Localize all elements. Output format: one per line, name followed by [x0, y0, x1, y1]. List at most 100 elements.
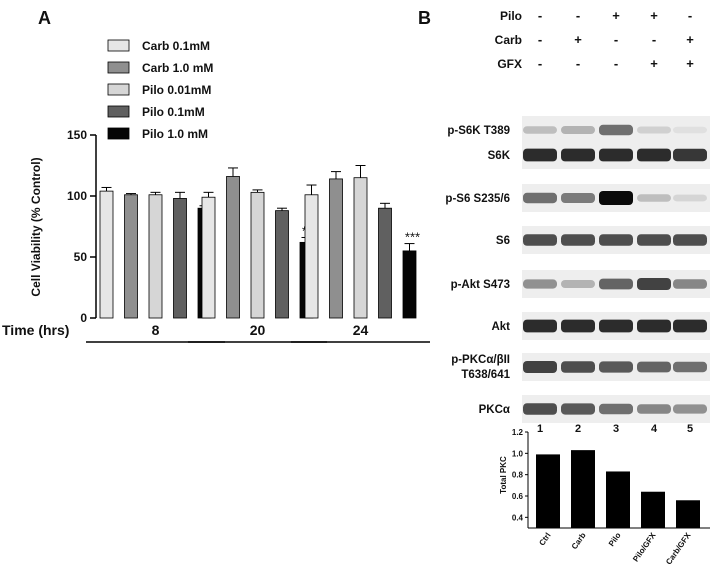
x-tick-label: Ctrl [537, 531, 552, 547]
total-pkc-bar [536, 454, 560, 528]
blot-label: S6 [496, 235, 510, 247]
blot-band [599, 191, 633, 205]
legend-entry: Pilo 0.01mM [142, 83, 211, 97]
y-tick-label: 150 [67, 128, 87, 142]
y-tick-label: 50 [74, 250, 88, 264]
blot-band [673, 361, 707, 373]
y-tick-label: 0 [80, 311, 87, 325]
panel-a-chart: Cell Viability (% Control) Time (hrs) 0 5… [2, 39, 430, 343]
blot-label-line2: T638/641 [461, 369, 510, 381]
legend-swatch [107, 83, 130, 96]
blot-band [523, 361, 557, 373]
blot-band [523, 319, 557, 333]
blot-label: PKCα [479, 404, 510, 416]
treatment-label: Pilo [500, 9, 522, 23]
x-category-label: 8 [152, 322, 160, 338]
blot-band [673, 234, 707, 246]
blot-band [673, 279, 707, 289]
x-category-label: 20 [250, 322, 266, 338]
lane-number: 2 [575, 423, 581, 435]
blot-band [523, 148, 557, 162]
total-pkc-y-axis-label: Total PKC [499, 456, 508, 494]
blot-band [673, 319, 707, 333]
legend-swatch [107, 61, 130, 74]
blot-band [637, 194, 671, 202]
y-tick-label: 0.4 [512, 513, 524, 522]
bar [304, 194, 319, 319]
treatment-sign: + [686, 56, 694, 71]
blot-band [561, 361, 595, 373]
legend-entry: Carb 0.1mM [142, 39, 210, 53]
total-pkc-bar [571, 450, 595, 528]
x-tick-label: Pilo [607, 531, 623, 548]
x-tick-label: Carb/GFX [664, 530, 693, 566]
blot-band [673, 404, 707, 414]
treatment-sign: - [614, 32, 618, 47]
bar [99, 190, 114, 319]
bar [250, 191, 265, 319]
bar [378, 207, 392, 319]
treatment-sign: + [650, 8, 658, 23]
blot-band [637, 234, 671, 246]
treatment-sign: - [538, 8, 542, 23]
treatment-sign: - [576, 8, 580, 23]
total-pkc-bar [676, 500, 700, 528]
y-tick-label: 100 [67, 189, 87, 203]
blot-band [523, 192, 557, 204]
legend-swatch [107, 127, 130, 140]
x-category-label: 24 [353, 322, 369, 338]
blot-band [673, 148, 707, 162]
treatment-sign: + [686, 32, 694, 47]
panel-a-letter: A [38, 8, 51, 28]
treatment-label: Carb [495, 33, 522, 47]
blot-band [561, 319, 595, 333]
bar [124, 194, 138, 319]
blot-label: S6K [488, 150, 511, 162]
panel-b-western-blots: Pilo - - + + - Carb - + - - + GFX - - - + + p-S6K T389 S6K p… [445, 8, 710, 435]
blot-label: Akt [491, 321, 510, 333]
blot-band [599, 124, 633, 136]
blot-label: p-Akt S473 [451, 279, 510, 291]
blot-band [637, 278, 671, 290]
bar [201, 196, 216, 319]
legend-swatch [107, 105, 130, 118]
blot-band [637, 126, 671, 134]
lane-number: 4 [651, 423, 658, 435]
blot-band [673, 126, 707, 134]
treatment-sign: + [650, 56, 658, 71]
treatment-label: GFX [497, 57, 522, 71]
blot-band [561, 148, 595, 162]
bar [329, 178, 343, 319]
treatment-sign: - [538, 56, 542, 71]
blot-label: p-PKCα/βII [451, 354, 510, 366]
legend-swatch [107, 39, 130, 52]
blot-band [523, 279, 557, 289]
y-tick-label: 0.8 [512, 471, 524, 480]
blot-band [599, 234, 633, 246]
blot-band [523, 403, 557, 415]
bar [226, 176, 240, 319]
total-pkc-bar [641, 491, 665, 528]
legend-entry: Pilo 1.0 mM [142, 127, 208, 141]
blot-band [561, 126, 595, 134]
treatment-sign: - [652, 32, 656, 47]
treatment-sign: - [538, 32, 542, 47]
blot-band [673, 194, 707, 202]
time-axis-label: Time (hrs) [2, 322, 69, 338]
blot-band [599, 148, 633, 162]
blot-band [637, 319, 671, 333]
legend-entry: Pilo 0.1mM [142, 105, 205, 119]
bar [402, 250, 417, 319]
lane-number: 5 [687, 423, 693, 435]
y-tick-label: 0.6 [512, 492, 524, 501]
blot-band [561, 193, 595, 203]
blot-band [599, 403, 633, 415]
blot-band [599, 278, 633, 290]
blot-band [561, 234, 595, 246]
panel-a-y-axis-label: Cell Viability (% Control) [29, 157, 43, 296]
blot-band [523, 234, 557, 246]
treatment-sign: + [574, 32, 582, 47]
panel-b-letter: B [418, 8, 431, 28]
treatment-sign: - [688, 8, 692, 23]
